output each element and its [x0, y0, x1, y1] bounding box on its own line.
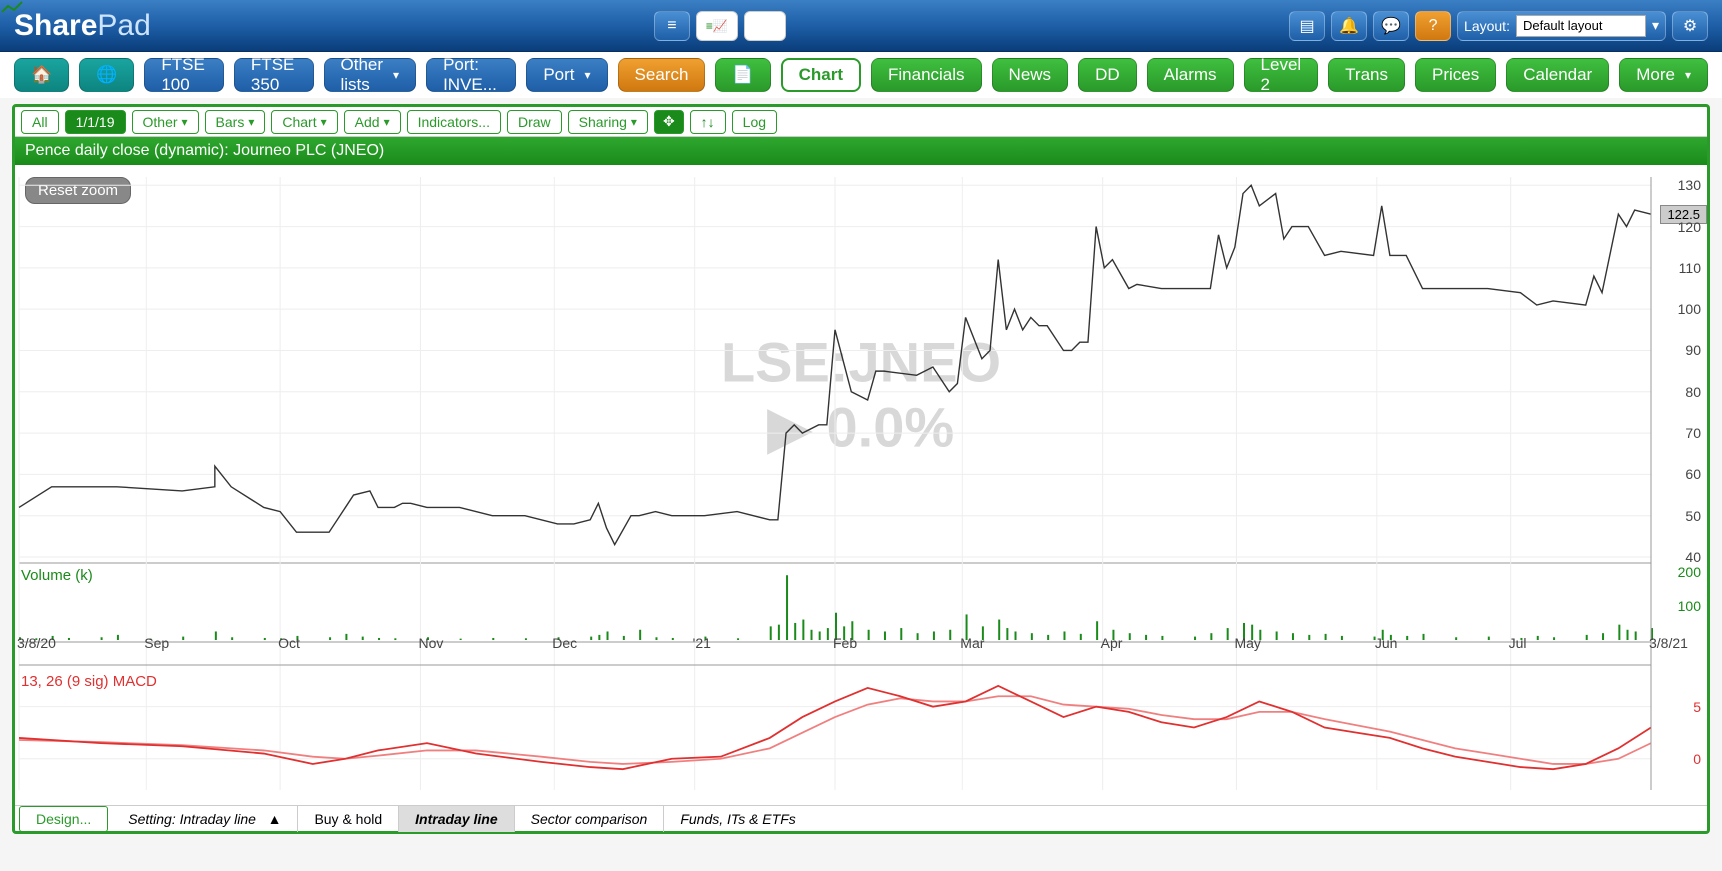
setting-label: Setting: Intraday line ▲ [112, 806, 298, 832]
other-lists-button[interactable]: Other lists [324, 58, 417, 92]
buy-hold-button[interactable]: Buy & hold [298, 806, 399, 832]
prices-button[interactable]: Prices [1415, 58, 1496, 92]
chat-icon[interactable]: 💬 [1373, 11, 1409, 41]
list-icon[interactable]: ▤ [1289, 11, 1325, 41]
ct-other[interactable]: Other [132, 110, 199, 134]
layout-selector[interactable]: Layout: ▾ [1457, 11, 1666, 41]
ct-all[interactable]: All [21, 110, 59, 134]
trans-button[interactable]: Trans [1328, 58, 1405, 92]
ftse350-button[interactable]: FTSE 350 [234, 58, 314, 92]
view-chart-icon[interactable] [744, 11, 786, 41]
ct-bars[interactable]: Bars [205, 110, 266, 134]
port-inve-button[interactable]: Port: INVE... [426, 58, 516, 92]
view-split-icon[interactable]: ≡📈 [696, 11, 738, 41]
ftse100-button[interactable]: FTSE 100 [144, 58, 224, 92]
ct-crosshair-icon[interactable]: ✥ [654, 110, 684, 134]
news-button[interactable]: News [992, 58, 1069, 92]
layout-label: Layout: [1464, 18, 1510, 34]
ct-chart[interactable]: Chart [271, 110, 337, 134]
chart-container: All 1/1/19 Other Bars Chart Add Indicato… [12, 104, 1710, 834]
calendar-button[interactable]: Calendar [1506, 58, 1609, 92]
chart-body[interactable]: Reset zoom LSE:JNEO ▶ 0.0% Volume (k) 13… [15, 165, 1707, 805]
ct-log[interactable]: Log [732, 110, 777, 134]
top-bar: SharePad ≡ ≡📈 ▤ 🔔 💬 ? Layout: ▾ ⚙ [0, 0, 1722, 52]
dd-button[interactable]: DD [1078, 58, 1137, 92]
intraday-button[interactable]: Intraday line [399, 806, 514, 832]
port-button[interactable]: Port [526, 58, 607, 92]
ct-arrows-icon[interactable]: ↑↓ [690, 110, 726, 134]
chart-footer: Design... Setting: Intraday line ▲ Buy &… [15, 805, 1707, 831]
nav-row: 🏠 🌐 FTSE 100 FTSE 350 Other lists Port: … [0, 52, 1722, 98]
home-button[interactable]: 🏠 [14, 58, 69, 92]
level2-button[interactable]: Level 2 [1244, 58, 1319, 92]
financials-button[interactable]: Financials [871, 58, 982, 92]
ct-date[interactable]: 1/1/19 [65, 110, 126, 134]
chart-button[interactable]: Chart [781, 58, 861, 92]
more-button[interactable]: More [1619, 58, 1708, 92]
doc-icon[interactable]: 📄 [715, 58, 770, 92]
layout-select[interactable] [1516, 15, 1646, 37]
view-lines-icon[interactable]: ≡ [654, 11, 690, 41]
ct-indicators[interactable]: Indicators... [407, 110, 501, 134]
design-button[interactable]: Design... [19, 806, 108, 832]
bell-icon[interactable]: 🔔 [1331, 11, 1367, 41]
ct-sharing[interactable]: Sharing [568, 110, 648, 134]
funds-button[interactable]: Funds, ITs & ETFs [664, 806, 811, 832]
search-button[interactable]: Search [618, 58, 706, 92]
globe-button[interactable]: 🌐 [79, 58, 134, 92]
sector-button[interactable]: Sector comparison [515, 806, 665, 832]
app-logo: SharePad [14, 9, 151, 43]
ct-add[interactable]: Add [344, 110, 401, 134]
chart-title: Pence daily close (dynamic): Journeo PLC… [15, 137, 1707, 165]
gear-icon[interactable]: ⚙ [1672, 11, 1708, 41]
help-icon[interactable]: ? [1415, 11, 1451, 41]
chart-toolbar: All 1/1/19 Other Bars Chart Add Indicato… [15, 107, 1707, 137]
alarms-button[interactable]: Alarms [1147, 58, 1234, 92]
ct-draw[interactable]: Draw [507, 110, 562, 134]
